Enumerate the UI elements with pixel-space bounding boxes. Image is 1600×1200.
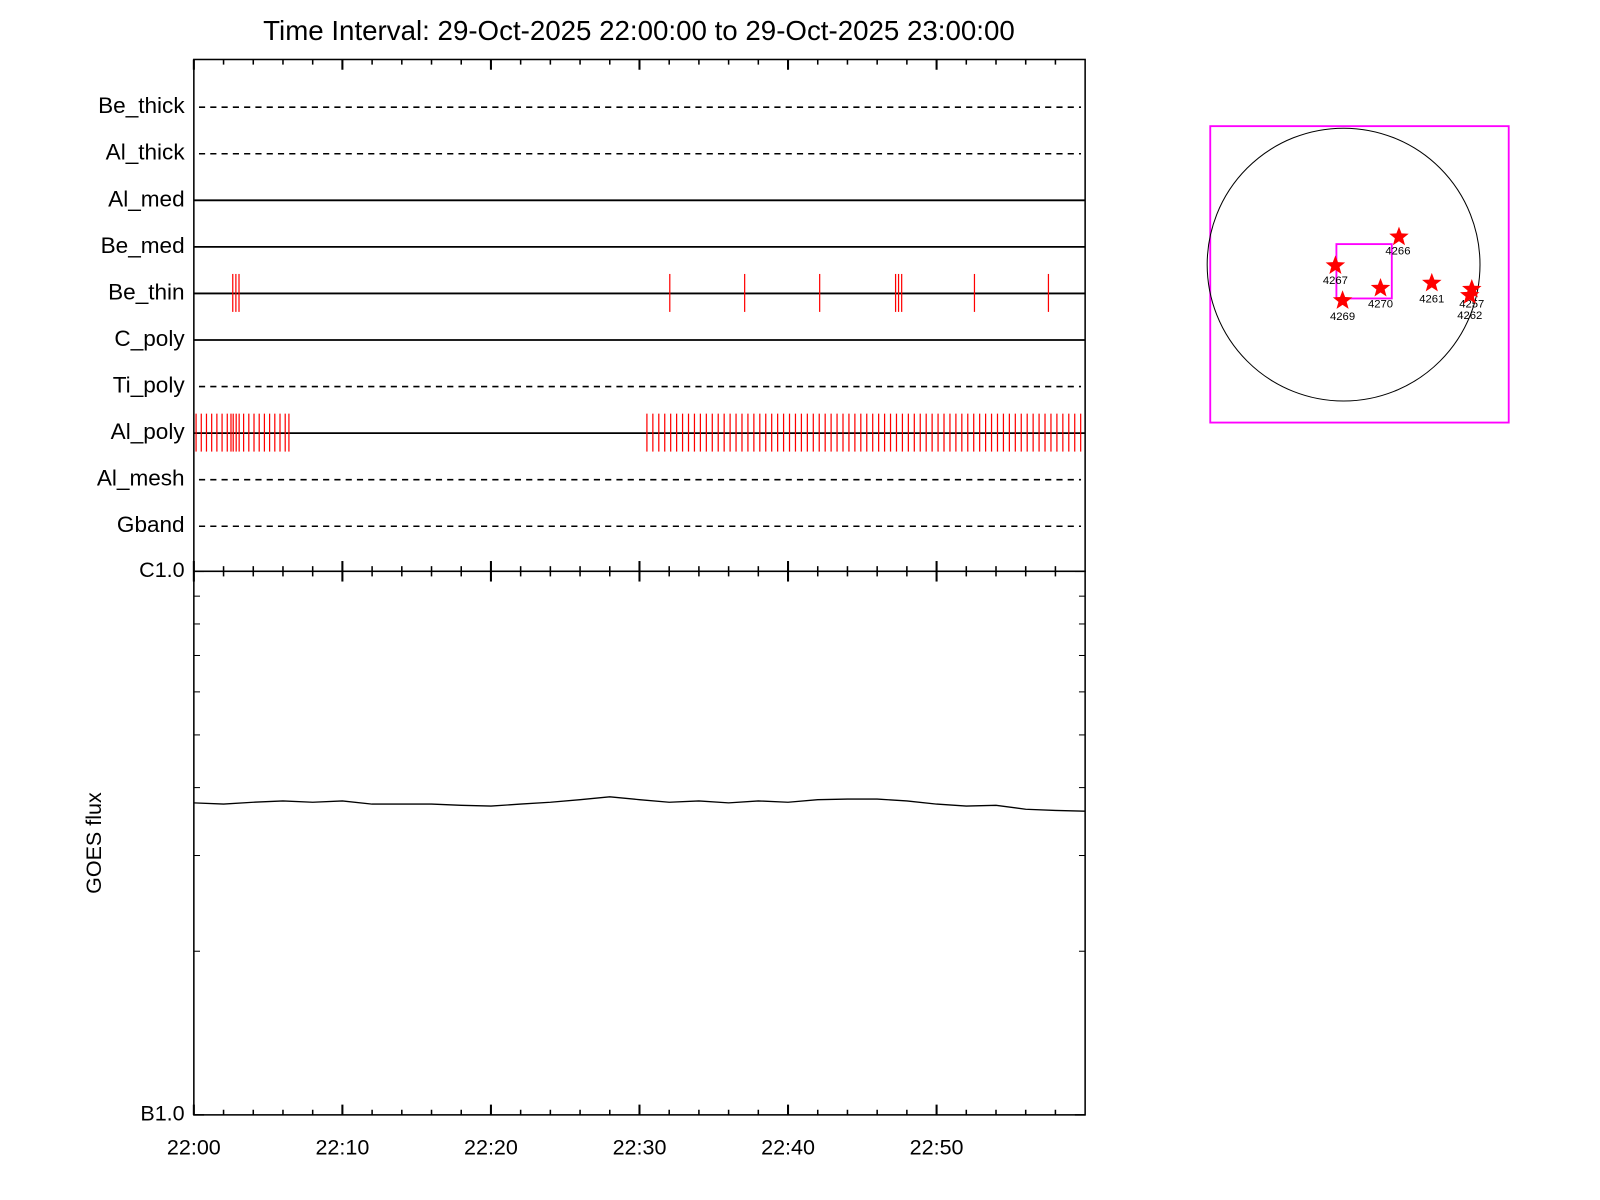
x-tick-label: 22:20 <box>464 1135 518 1159</box>
x-tick-label: 22:10 <box>315 1135 369 1159</box>
region-label: 4262 <box>1457 310 1482 322</box>
region-marker <box>1370 277 1391 297</box>
filter-label: Al_mesh <box>97 466 185 491</box>
filter-panel-frame <box>193 58 1086 573</box>
filter-label: Al_med <box>108 186 184 211</box>
goes-panel-frame <box>193 570 1086 1116</box>
x-tick-label: 22:30 <box>613 1135 667 1159</box>
region-marker <box>1422 272 1442 292</box>
filter-label: Al_poly <box>111 419 186 444</box>
goes-line <box>193 796 1086 812</box>
filter-label: C_poly <box>114 326 185 351</box>
region-marker <box>1389 226 1409 246</box>
region-marker <box>1462 278 1482 298</box>
filter-label: Al_thick <box>106 140 186 165</box>
filter-label: Be_thick <box>98 93 185 118</box>
x-tick-label: 22:00 <box>167 1135 221 1159</box>
x-tick-label: 22:40 <box>761 1135 815 1159</box>
region-label: 4270 <box>1368 299 1393 311</box>
y-axis-label: GOES flux <box>82 792 106 894</box>
filter-label: Be_med <box>101 233 185 258</box>
x-tick-label: 22:50 <box>910 1135 964 1159</box>
fov-box <box>1335 243 1393 300</box>
solar-limb <box>1206 127 1481 402</box>
chart-title: Time Interval: 29-Oct-2025 22:00:00 to 2… <box>263 15 1015 46</box>
region-label: 4269 <box>1330 311 1355 323</box>
region-label: 4267 <box>1323 275 1348 287</box>
region-marker <box>1325 255 1346 274</box>
filter-label: Be_thin <box>108 279 184 304</box>
region-label: 4266 <box>1385 245 1410 257</box>
map-frame <box>1209 125 1510 424</box>
y-tick-label: B1.0 <box>140 1102 184 1126</box>
filter-label: Gband <box>117 512 185 537</box>
filter-label: Ti_poly <box>113 373 186 398</box>
region-label: 4261 <box>1419 293 1444 305</box>
y-tick-label: C1.0 <box>139 558 184 582</box>
region-marker <box>1332 290 1353 309</box>
region-marker <box>1460 285 1480 304</box>
